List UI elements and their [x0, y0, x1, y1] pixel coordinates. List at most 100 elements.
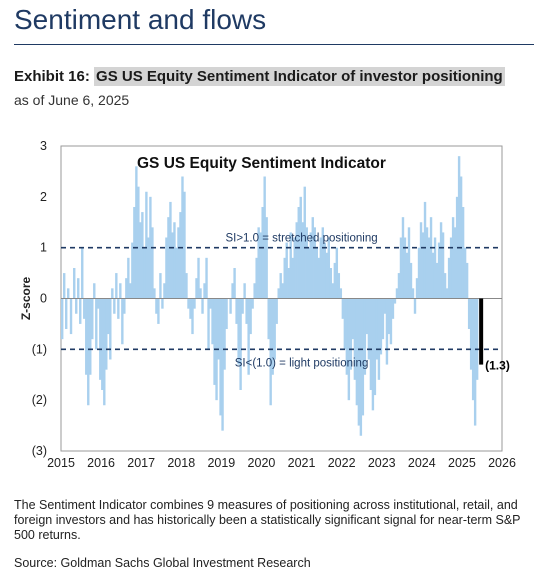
data-bar — [329, 268, 333, 299]
y-axis-label: Z-score — [19, 277, 33, 321]
y-tick-label: (3) — [32, 444, 47, 458]
data-bar — [391, 298, 395, 319]
data-bar — [307, 247, 310, 299]
data-bar — [421, 232, 425, 299]
data-bar — [281, 283, 284, 299]
data-bar — [63, 273, 66, 299]
data-bar — [353, 298, 357, 380]
data-bar — [171, 232, 174, 299]
exhibit-label: Exhibit 16: — [14, 68, 90, 85]
data-bar — [175, 247, 178, 299]
data-bar — [269, 298, 272, 406]
x-tick-label: 2022 — [328, 456, 356, 470]
data-bar — [383, 298, 387, 314]
data-bar — [447, 257, 451, 299]
x-tick-label: 2018 — [167, 456, 195, 470]
data-bar — [119, 283, 122, 299]
data-bar — [389, 298, 393, 345]
data-bar — [441, 232, 445, 299]
data-bar — [423, 201, 427, 299]
data-bar — [371, 298, 375, 411]
data-bar — [407, 227, 411, 299]
data-bar — [317, 257, 320, 299]
data-bar — [277, 288, 280, 299]
data-bar — [87, 298, 90, 406]
data-bar — [187, 298, 190, 309]
data-bar — [237, 298, 240, 365]
data-bar — [149, 196, 152, 299]
data-bar — [109, 298, 112, 360]
data-bar — [159, 273, 162, 299]
data-bar — [387, 298, 391, 335]
data-bar — [107, 298, 110, 335]
data-bar — [191, 298, 194, 335]
data-bar — [203, 283, 206, 299]
data-bar — [385, 298, 389, 365]
data-bar — [185, 273, 188, 299]
data-bar — [461, 207, 465, 299]
data-bar — [181, 176, 184, 299]
data-bar — [337, 273, 341, 299]
data-bar — [433, 237, 437, 299]
data-bar — [165, 237, 168, 299]
data-bar — [457, 156, 461, 299]
data-bar — [219, 298, 222, 416]
data-bar — [393, 298, 397, 304]
data-bar — [285, 242, 288, 299]
data-bar — [141, 212, 144, 299]
data-bar — [173, 222, 176, 299]
data-bar — [413, 298, 417, 314]
data-bar — [207, 298, 210, 350]
data-bar — [147, 237, 150, 299]
data-bar — [395, 288, 399, 299]
latest-value-label: (1.3) — [485, 359, 510, 373]
data-bar — [113, 298, 116, 314]
data-bar — [325, 252, 329, 299]
data-bar — [405, 252, 409, 299]
data-bar — [121, 298, 124, 345]
data-bar — [471, 298, 475, 401]
data-bar — [155, 298, 158, 314]
data-bar — [427, 237, 431, 299]
x-tick-label: 2019 — [207, 456, 235, 470]
x-tick-label: 2017 — [127, 456, 155, 470]
data-bar — [65, 298, 68, 329]
data-bar — [259, 232, 262, 299]
data-bar — [135, 166, 138, 299]
data-bar — [245, 298, 248, 324]
data-bar — [201, 298, 204, 314]
data-bar — [77, 278, 80, 299]
chart-title: GS US Equity Sentiment Indicator — [137, 155, 386, 172]
data-bar — [167, 217, 170, 299]
x-tick-label: 2026 — [488, 456, 516, 470]
x-tick-label: 2015 — [47, 456, 75, 470]
data-bar — [161, 298, 164, 309]
data-bar — [313, 227, 316, 299]
data-bar — [409, 262, 413, 299]
data-bar — [399, 237, 403, 299]
data-bar — [235, 298, 238, 324]
y-tick-label: 2 — [40, 190, 47, 204]
data-bar — [381, 298, 385, 340]
data-bar — [439, 222, 443, 299]
threshold-label: SI<(1.0) = light positioning — [235, 357, 369, 369]
exhibit-title: GS US Equity Sentiment Indicator of inve… — [94, 67, 505, 86]
data-bar — [251, 298, 254, 309]
latest-bar — [479, 298, 484, 365]
data-bar — [231, 283, 234, 299]
data-bar — [91, 298, 94, 340]
data-bar — [125, 278, 128, 299]
data-bar — [199, 288, 202, 299]
data-bar — [289, 232, 292, 299]
data-bar — [333, 262, 337, 299]
data-bar — [275, 298, 278, 324]
data-bar — [369, 298, 373, 390]
data-bar — [69, 298, 73, 335]
data-bar — [309, 232, 312, 299]
x-tick-label: 2016 — [87, 456, 115, 470]
data-bar — [81, 247, 84, 299]
data-bar — [73, 268, 76, 299]
data-bar — [327, 237, 331, 299]
data-bar — [345, 298, 349, 375]
data-bar — [213, 298, 216, 385]
